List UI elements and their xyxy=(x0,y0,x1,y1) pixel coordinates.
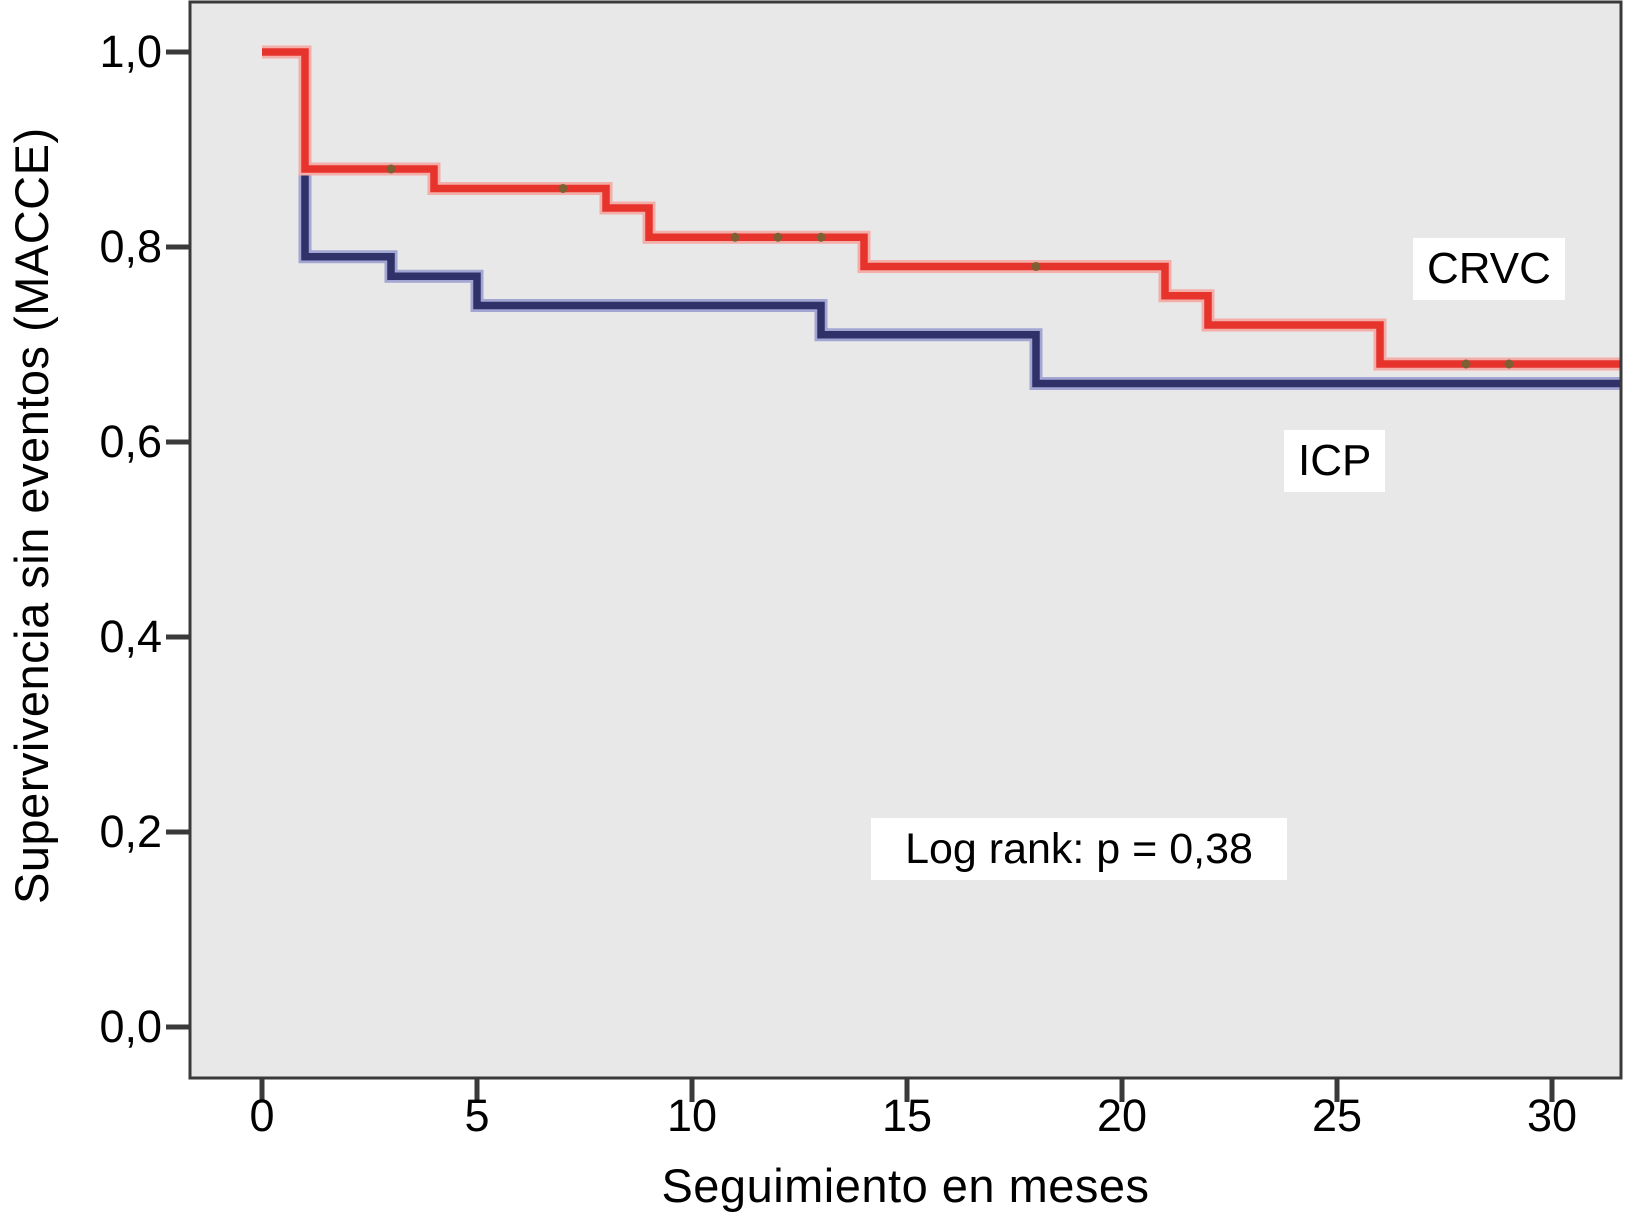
x-tick-label: 30 xyxy=(1526,1090,1578,1141)
x-tick-label: 5 xyxy=(464,1090,490,1141)
censor-mark-crvc xyxy=(1504,359,1514,369)
survival-curve-icp xyxy=(262,48,1621,388)
x-tick-label: 0 xyxy=(249,1090,275,1141)
x-tick-label: 25 xyxy=(1311,1090,1363,1141)
censor-mark-crvc xyxy=(816,232,826,242)
x-axis-title: Seguimiento en meses xyxy=(661,1159,1150,1212)
series-label-icp: ICP xyxy=(1284,430,1386,492)
survival-curve-crvc xyxy=(262,48,1621,368)
y-tick-label: 0,2 xyxy=(99,806,162,857)
y-tick-label: 1,0 xyxy=(99,26,162,77)
x-tick-label: 10 xyxy=(666,1090,718,1141)
censor-mark-crvc xyxy=(1461,359,1471,369)
censor-mark-crvc xyxy=(386,164,396,174)
y-tick-label: 0,4 xyxy=(99,611,162,662)
plot-frame xyxy=(188,0,1623,1080)
series-label-crvc: CRVC xyxy=(1413,238,1565,300)
censor-mark-crvc xyxy=(773,232,783,242)
log-rank-annotation: Log rank: p = 0,38 xyxy=(871,818,1287,880)
x-tick-label: 20 xyxy=(1096,1090,1148,1141)
censor-mark-crvc xyxy=(558,184,568,193)
censor-mark-crvc xyxy=(730,232,740,242)
y-tick-label: 0,0 xyxy=(99,1001,162,1052)
censor-mark-crvc xyxy=(1031,262,1041,271)
y-tick-label: 0,6 xyxy=(99,416,162,467)
x-tick-label: 15 xyxy=(881,1090,933,1141)
y-tick-label: 0,8 xyxy=(99,221,162,272)
